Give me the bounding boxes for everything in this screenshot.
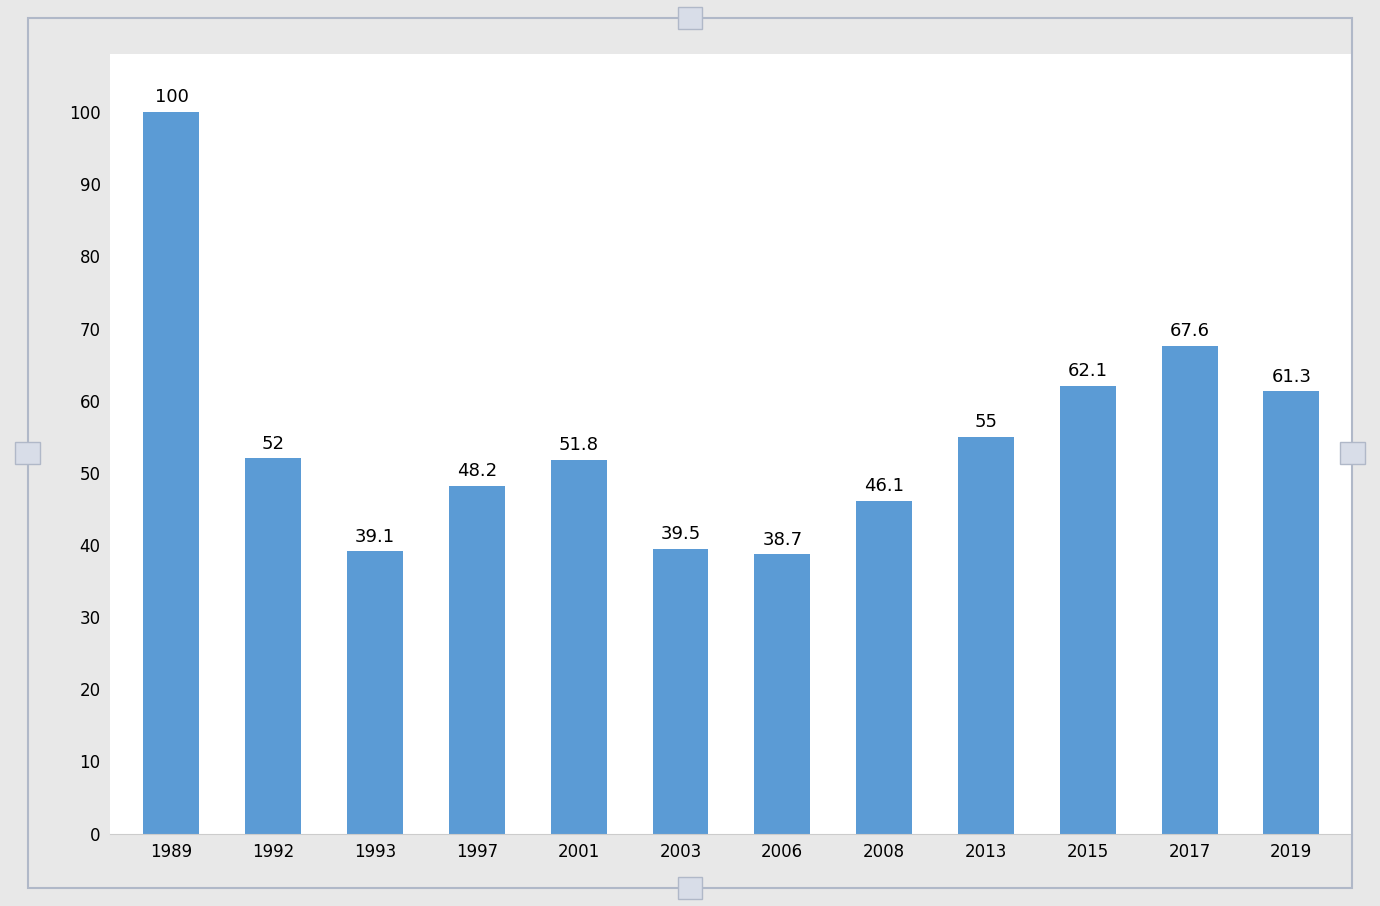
Text: 39.5: 39.5	[661, 525, 701, 543]
Text: 55: 55	[974, 413, 998, 431]
Bar	[856, 501, 912, 834]
Text: 100: 100	[155, 88, 189, 106]
Bar	[1162, 346, 1217, 834]
Bar	[1060, 386, 1115, 834]
Text: 48.2: 48.2	[457, 462, 497, 480]
Text: 61.3: 61.3	[1271, 368, 1311, 386]
Bar	[348, 552, 403, 834]
Bar	[448, 486, 505, 834]
Bar	[958, 437, 1014, 834]
Text: 67.6: 67.6	[1169, 322, 1209, 340]
Text: 46.1: 46.1	[864, 477, 904, 496]
Text: 38.7: 38.7	[762, 531, 802, 548]
Text: 52: 52	[262, 435, 284, 453]
Text: 39.1: 39.1	[355, 527, 395, 545]
Bar	[755, 554, 810, 834]
Text: 51.8: 51.8	[559, 436, 599, 454]
Bar	[653, 548, 708, 834]
Bar	[551, 460, 607, 834]
Bar	[144, 112, 200, 834]
Bar	[1263, 391, 1319, 834]
Text: 62.1: 62.1	[1068, 361, 1108, 380]
Bar	[246, 458, 301, 834]
